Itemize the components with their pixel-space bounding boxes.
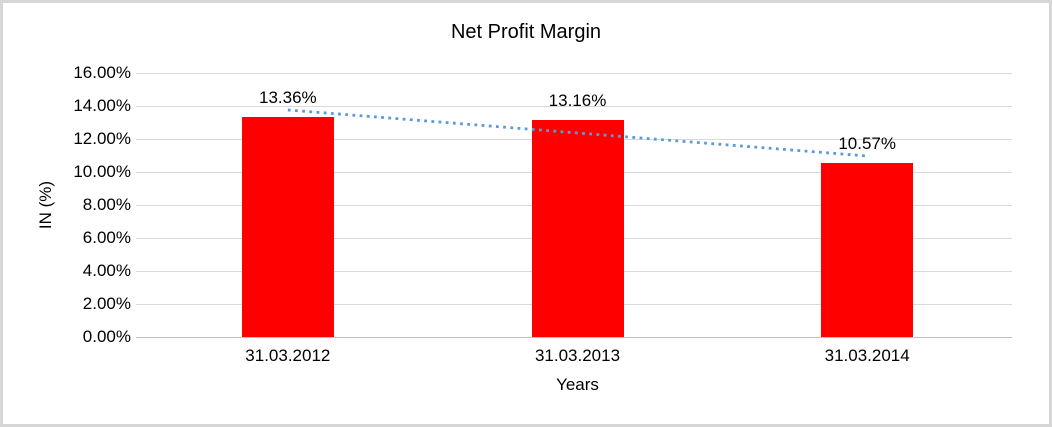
y-axis-tick-label: 6.00% [82, 228, 131, 247]
bar-31.03.2014 [821, 162, 914, 337]
chart-title: Net Profit Margin [450, 21, 602, 43]
y-axis-tick-label: 14.00% [73, 96, 131, 115]
x-axis-title: Years [556, 375, 599, 394]
x-axis-line [136, 337, 1012, 338]
trendline [287, 108, 868, 158]
y-axis-tick-label: 4.00% [82, 261, 131, 280]
bar-31.03.2012 [241, 116, 334, 337]
x-axis-tick-label: 31.03.2014 [824, 346, 910, 365]
x-axis-tick-label: 31.03.2012 [245, 346, 331, 365]
bar-data-label: 13.36% [258, 87, 317, 107]
plot-area: Years 0.00% 2.00% 4.00% 6.00% 8.00% 10.00% 12.… [73, 63, 1012, 394]
trendline-layer [287, 108, 868, 158]
y-axis-tick-label: 2.00% [82, 294, 131, 313]
y-axis-tick-label: 0.00% [82, 327, 131, 346]
y-axis-tick-label: 8.00% [82, 195, 131, 214]
y-axis-tick-label: 10.00% [73, 162, 131, 181]
gridline [136, 73, 1012, 74]
y-axis-tick-label: 16.00% [73, 63, 131, 82]
x-axis-tick-label: 31.03.2013 [534, 346, 621, 365]
y-axis-tick-label: 12.00% [73, 129, 131, 148]
bar-31.03.2013 [531, 119, 624, 337]
bar-data-label: 10.57% [838, 133, 896, 153]
gridline [136, 106, 1012, 107]
bar-data-label: 13.16% [548, 90, 607, 110]
